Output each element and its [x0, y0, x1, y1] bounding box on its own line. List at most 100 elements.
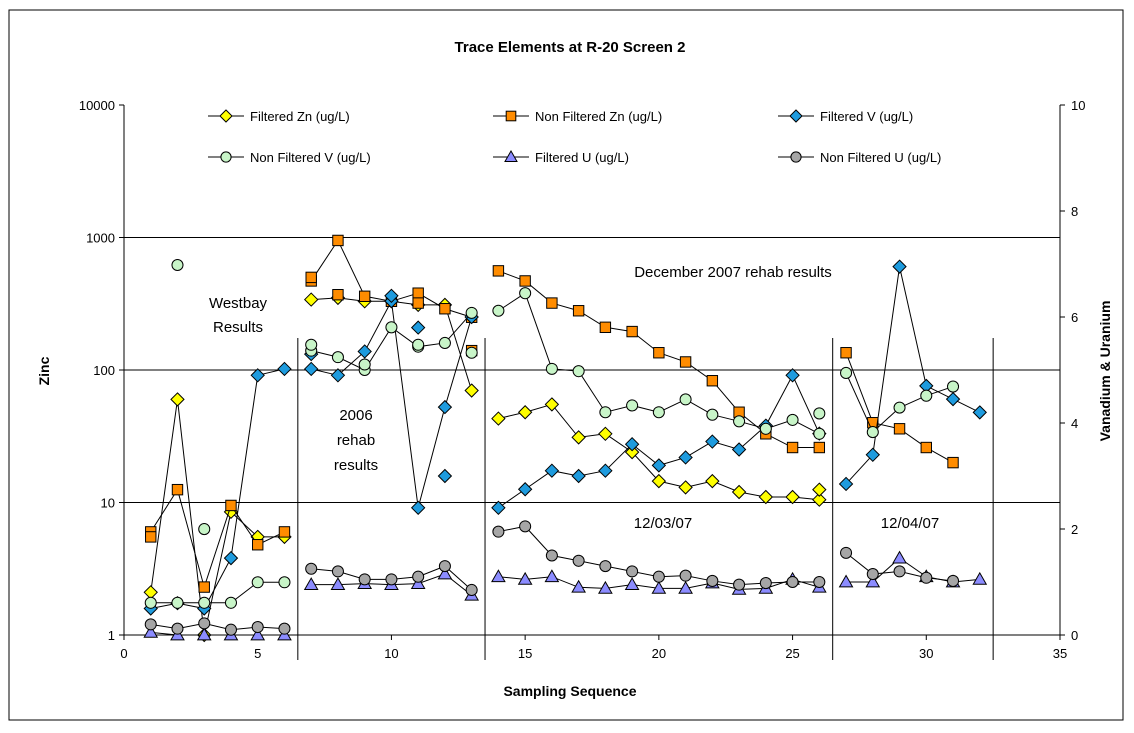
data-point — [678, 450, 693, 465]
data-point — [412, 297, 424, 309]
data-point — [626, 565, 639, 578]
x-tick-label: 25 — [785, 646, 799, 661]
left-tick-label: 1 — [108, 628, 115, 643]
data-point — [144, 618, 157, 631]
data-point — [651, 580, 667, 594]
data-point — [624, 577, 640, 591]
data-point — [626, 399, 639, 412]
annotation-date-1: 12/03/07 — [634, 515, 692, 532]
data-point — [305, 338, 318, 351]
data-point — [278, 622, 291, 635]
left-tick-label: 100 — [93, 363, 115, 378]
data-point — [385, 573, 398, 586]
data-point — [652, 570, 665, 583]
x-tick-label: 5 — [254, 646, 261, 661]
data-point — [492, 265, 505, 277]
right-tick-label: 0 — [1071, 628, 1078, 643]
data-point — [572, 305, 585, 317]
data-point — [517, 405, 533, 420]
annotation-date-2: 12/04/07 — [881, 515, 939, 532]
data-point — [143, 624, 159, 638]
data-point — [303, 292, 319, 307]
data-point — [251, 621, 264, 634]
data-point — [812, 482, 827, 497]
series-layer — [143, 234, 988, 643]
data-point — [706, 408, 719, 421]
data-point — [598, 426, 613, 442]
data-point — [358, 573, 371, 586]
data-point — [331, 351, 344, 364]
right-tick-label: 10 — [1071, 98, 1085, 113]
data-point — [544, 569, 560, 583]
data-point — [920, 441, 932, 454]
data-point — [731, 484, 747, 500]
data-point — [303, 577, 319, 591]
data-point — [492, 304, 505, 317]
x-tick-label: 15 — [518, 646, 532, 661]
legend-item: Non Filtered Zn (ug/L) — [493, 109, 662, 124]
data-point — [198, 523, 211, 536]
data-point — [945, 391, 961, 407]
left-tick-label: 10000 — [79, 98, 115, 113]
legend-marker — [220, 151, 232, 163]
data-point — [813, 441, 826, 454]
data-point — [785, 368, 800, 383]
data-point — [225, 499, 237, 512]
data-point — [651, 473, 667, 489]
data-point — [759, 422, 772, 435]
right-tick-label: 8 — [1071, 204, 1078, 219]
data-point — [519, 520, 532, 533]
data-point — [145, 531, 157, 543]
data-point — [545, 549, 558, 562]
legend: Filtered Zn (ug/L) Non Filtered Zn (ug/L)… — [208, 109, 941, 165]
chart-border — [8, 9, 1124, 721]
data-point — [838, 476, 854, 492]
data-point — [546, 297, 558, 309]
data-point — [866, 568, 879, 581]
right-tick-label: 2 — [1071, 522, 1078, 537]
data-point — [224, 596, 237, 609]
data-point — [733, 578, 746, 591]
data-point — [599, 406, 612, 419]
data-point — [171, 483, 184, 496]
data-point — [544, 463, 560, 478]
legend-item: Non Filtered V (ug/L) — [208, 150, 371, 165]
data-point — [813, 427, 826, 440]
data-point — [171, 622, 184, 635]
data-point — [679, 569, 692, 582]
data-point — [947, 380, 960, 393]
legend-item: Non Filtered U (ug/L) — [778, 150, 941, 165]
data-point — [252, 539, 264, 551]
data-point — [465, 306, 478, 319]
data-point — [624, 436, 640, 452]
data-point — [813, 575, 826, 589]
data-point — [544, 397, 560, 412]
data-point — [517, 571, 533, 585]
data-point — [465, 583, 478, 596]
data-point — [305, 271, 317, 284]
data-point — [410, 320, 426, 335]
data-point — [786, 413, 799, 426]
x-tick-label: 0 — [120, 646, 127, 661]
data-point — [331, 565, 344, 578]
series-non-filtered-v-ug-l — [144, 258, 960, 609]
data-point — [198, 617, 211, 630]
data-point — [678, 580, 693, 594]
data-point — [412, 338, 425, 351]
annotation-2006-3: results — [334, 457, 378, 474]
data-point — [865, 574, 881, 588]
data-point — [385, 321, 398, 334]
data-point — [758, 489, 774, 505]
data-point — [412, 287, 424, 299]
data-point — [223, 550, 239, 566]
data-point — [492, 525, 505, 538]
data-point — [357, 344, 372, 359]
legend-label: Filtered V (ug/L) — [820, 109, 913, 124]
data-point — [598, 463, 613, 478]
data-point — [598, 580, 613, 594]
data-point — [358, 290, 371, 302]
annotation-december-2007: December 2007 rehab results — [634, 264, 832, 281]
right-axis-title: Vanadium & Uranium — [1097, 301, 1113, 442]
data-point — [410, 500, 426, 516]
